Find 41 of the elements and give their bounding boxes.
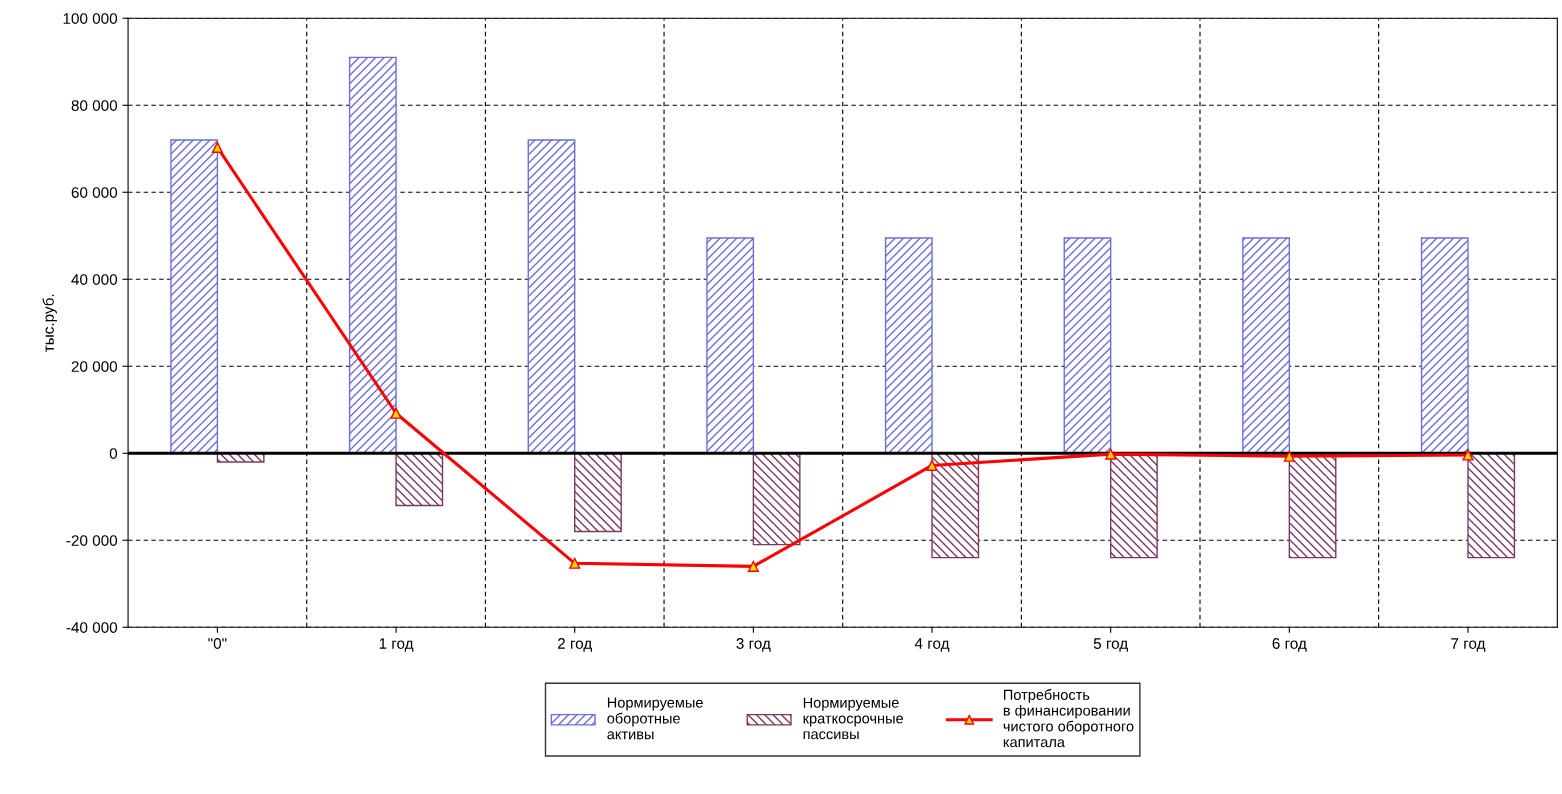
point [390,407,402,419]
y-tick-label: 0 [109,448,118,459]
point [1105,448,1117,460]
x-tick-label: 7 год [1451,638,1486,652]
legend-label: Потребность в финансировании чистого оборотного капитала [1003,689,1134,748]
y-tick-label: -20 000 [66,535,118,546]
x-tick-label: 6 год [1272,638,1307,652]
point [926,459,938,471]
bar [931,452,980,559]
bar [574,452,622,533]
x-tick-label: "0" [208,638,227,649]
legend-label: Нормируемые оборотные активы [607,697,703,740]
bar [348,56,397,454]
bar [1420,237,1469,454]
point [747,560,759,572]
bar [884,237,933,454]
point [1462,449,1474,461]
x-tick-label: 2 год [557,638,592,652]
bar [752,452,801,546]
bar [706,237,755,454]
y-tick-label: 20 000 [71,361,118,372]
y-tick-label: 60 000 [71,187,118,198]
bar [1063,237,1112,454]
x-tick-label: 3 год [736,638,771,652]
y-axis-title: тыс.руб. [42,294,57,352]
y-tick-label: -40 000 [66,622,118,633]
x-tick-label: 1 год [379,638,414,652]
x-tick-label: 4 год [914,638,950,652]
point [1283,450,1295,462]
y-tick-label: 40 000 [71,274,118,285]
y-tick-label: 100 000 [63,13,118,24]
bar [395,452,444,507]
bar [1242,237,1291,454]
x-tick-label: 5 год [1093,638,1128,652]
bar [1467,452,1516,559]
bar [527,139,576,454]
y-tick-label: 80 000 [71,100,118,111]
point [211,141,223,154]
point [569,557,581,569]
legend-label: Нормируемые краткосрочные пассивы [803,697,904,740]
bar [170,139,219,454]
